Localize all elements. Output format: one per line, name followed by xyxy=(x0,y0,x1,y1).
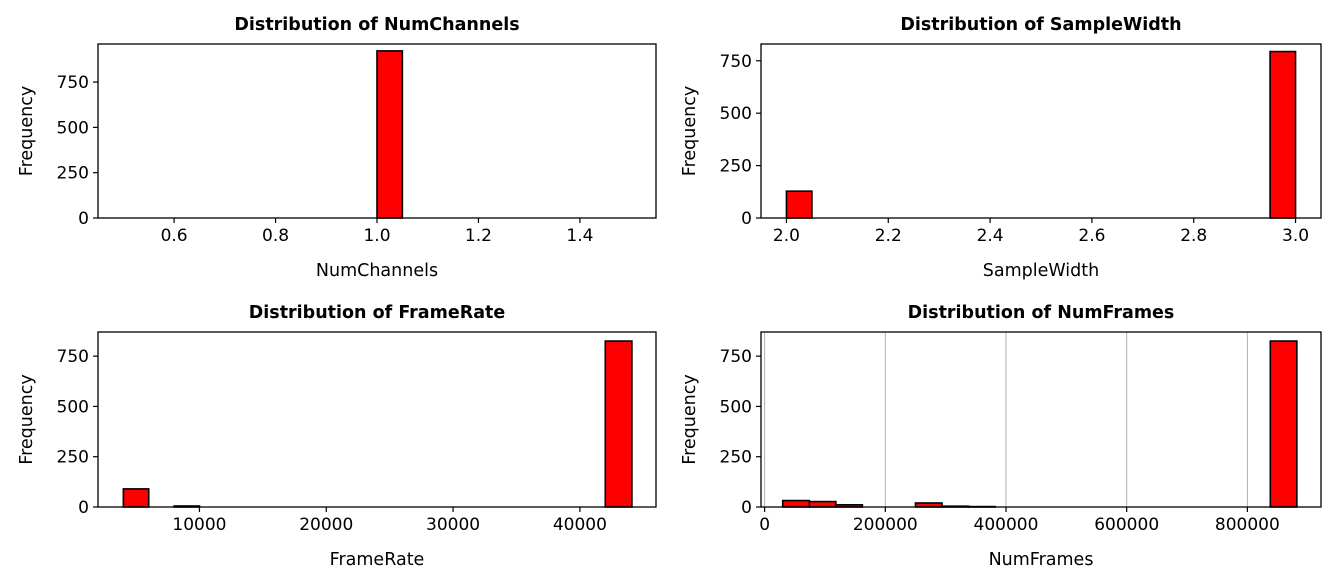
y-tick-label-0: 0 xyxy=(78,209,89,229)
x-axis-label: FrameRate xyxy=(330,550,425,570)
chart-title: Distribution of SampleWidth xyxy=(900,15,1181,35)
x-tick-label-3: 2.6 xyxy=(1078,226,1105,246)
x-tick-label-0: 2.0 xyxy=(773,226,800,246)
x-tick-label-1: 200000 xyxy=(853,515,918,535)
x-tick-label-4: 2.8 xyxy=(1180,226,1207,246)
plot-frame xyxy=(760,43,1322,219)
x-tick-label-4: 1.4 xyxy=(566,226,593,246)
chart-panel-numchannels: 0.6 0.8 1.0 1.2 1.4 0 250 500 750 Distribution of… xyxy=(17,15,657,281)
y-tick-label-2: 500 xyxy=(720,397,752,417)
y-tick-label-2: 500 xyxy=(57,397,89,417)
y-tick-label-0: 0 xyxy=(741,209,752,229)
y-axis-label: Frequency xyxy=(680,86,700,176)
y-axis-label: Frequency xyxy=(17,374,37,464)
histogram-bar-2 xyxy=(1269,50,1297,219)
x-tick-label-2: 400000 xyxy=(974,515,1039,535)
x-tick-label-1: 2.2 xyxy=(875,226,902,246)
x-tick-label-2: 2.4 xyxy=(977,226,1004,246)
y-tick-label-3: 750 xyxy=(720,52,752,72)
plot-frame xyxy=(760,331,1322,508)
y-axis-label: Frequency xyxy=(680,374,700,464)
x-tick-label-0: 10000 xyxy=(172,515,226,535)
chart-title: Distribution of NumFrames xyxy=(908,303,1175,323)
histogram-bar-0 xyxy=(781,499,811,508)
y-tick-label-2: 500 xyxy=(720,104,752,124)
x-axis-label: SampleWidth xyxy=(983,261,1099,281)
x-tick-label-3: 600000 xyxy=(1094,515,1159,535)
x-tick-label-3: 1.2 xyxy=(465,226,492,246)
x-axis-label: NumChannels xyxy=(316,261,438,281)
y-tick-label-3: 750 xyxy=(57,347,89,367)
y-tick-label-1: 250 xyxy=(720,448,752,468)
x-tick-label-2: 1.0 xyxy=(363,226,390,246)
x-tick-label-1: 0.8 xyxy=(262,226,289,246)
chart-title: Distribution of NumChannels xyxy=(234,15,519,35)
histogram-bar-8 xyxy=(1269,340,1298,508)
x-axis-label: NumFrames xyxy=(989,550,1094,570)
x-tick-label-3: 40000 xyxy=(553,515,607,535)
histogram-bar-0 xyxy=(122,488,150,508)
x-tick-label-1: 20000 xyxy=(299,515,353,535)
histogram-bar-1 xyxy=(808,500,837,508)
histogram-bar-1 xyxy=(376,50,404,219)
y-tick-label-3: 750 xyxy=(720,347,752,367)
y-tick-label-1: 250 xyxy=(57,164,89,184)
y-tick-label-1: 250 xyxy=(57,448,89,468)
y-tick-label-1: 250 xyxy=(720,157,752,177)
histogram-bar-4 xyxy=(604,340,633,508)
y-tick-label-0: 0 xyxy=(741,498,752,518)
y-tick-label-2: 500 xyxy=(57,118,89,138)
chart-title: Distribution of FrameRate xyxy=(249,303,506,323)
y-tick-label-3: 750 xyxy=(57,73,89,93)
histogram-bar-0 xyxy=(785,190,813,219)
x-tick-label-0: 0.6 xyxy=(161,226,188,246)
x-tick-label-4: 800000 xyxy=(1215,515,1280,535)
x-tick-label-5: 3.0 xyxy=(1282,226,1309,246)
chart-panel-numframes: 0 200000 400000 600000 800000 0 250 500 750 Distr… xyxy=(680,303,1322,570)
chart-panel-framerate: 10000 20000 30000 40000 0 250 500 750 Distributi… xyxy=(17,303,657,570)
x-tick-label-0: 0 xyxy=(759,515,770,535)
x-tick-label-2: 30000 xyxy=(426,515,480,535)
plot-frame xyxy=(97,331,657,508)
y-tick-label-0: 0 xyxy=(78,498,89,518)
y-axis-label: Frequency xyxy=(17,86,37,176)
chart-panel-samplewidth: 2.0 2.2 2.4 2.6 2.8 3.0 0 250 500 750 Distribution… xyxy=(680,15,1322,281)
